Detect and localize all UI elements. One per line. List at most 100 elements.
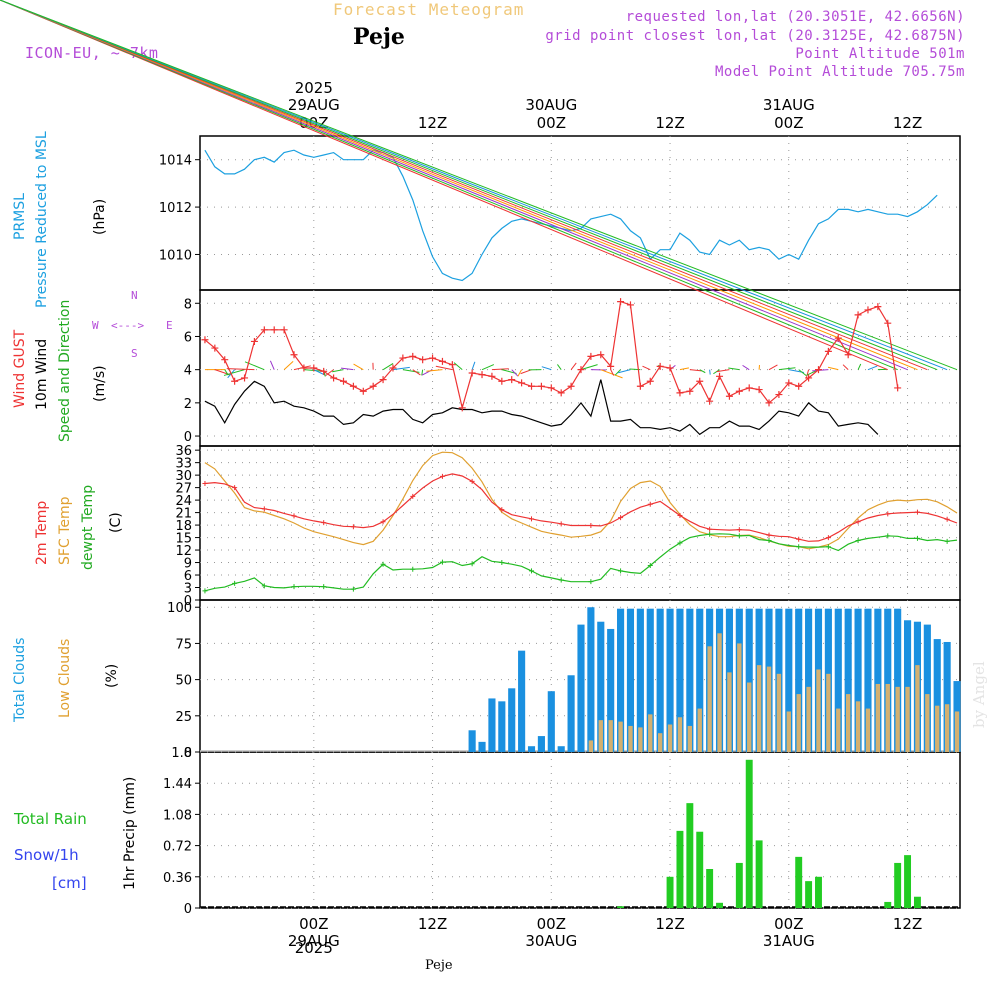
dewpoint-marker	[944, 538, 950, 544]
wind-gust-marker	[468, 369, 476, 377]
requested-coords: requested lon,lat (20.3051E, 42.6656N)	[625, 9, 965, 25]
bottom-hour-label: 00Z	[537, 915, 566, 933]
wind-gust-marker	[528, 382, 536, 390]
temp-2m-marker	[736, 527, 742, 533]
precip-bar	[676, 830, 684, 908]
pressure-line	[204, 149, 938, 282]
wind-direction-arrow	[610, 369, 615, 376]
wind-gust-marker	[686, 387, 694, 395]
wind-gust-marker	[488, 372, 496, 380]
y-tick-label: 33	[175, 457, 192, 472]
dewpoint-marker	[380, 561, 386, 567]
dewpoint-marker	[588, 579, 594, 585]
dewpoint-marker	[618, 568, 624, 574]
wind-gust-marker	[765, 399, 773, 407]
wind-direction-arrow	[0, 0, 908, 371]
wind-direction-arrow	[600, 369, 623, 379]
wind-direction-arrow	[392, 366, 410, 371]
wind-gust-marker	[241, 374, 249, 382]
sfc-temp-line	[204, 451, 958, 550]
wind-gust-marker	[221, 356, 229, 364]
wind-gust-marker	[626, 301, 634, 309]
total-cloud-bar	[903, 620, 912, 752]
wind-gust-marker	[676, 389, 684, 397]
low-cloud-bar	[875, 683, 881, 752]
location-title: Peje	[353, 24, 405, 50]
wind-direction-arrow	[435, 365, 453, 371]
temp-2m-marker	[885, 511, 891, 517]
y-tick-label: 18	[175, 519, 192, 534]
total-cloud-bar	[567, 675, 575, 752]
wind-gust-marker	[874, 303, 882, 311]
precip-bar	[745, 759, 753, 908]
wind-direction-arrow	[716, 369, 730, 373]
low-cloud-bar	[806, 686, 811, 752]
temp-2m-line	[204, 473, 958, 542]
total-cloud-bar	[508, 688, 516, 752]
y-tick-label: 9	[184, 557, 192, 572]
wind-gust-marker	[607, 362, 615, 370]
wind-direction-arrow	[614, 369, 621, 376]
temp-2m-marker	[707, 526, 713, 532]
dewpoint-marker	[855, 537, 861, 543]
precip-bar	[666, 876, 674, 908]
total-cloud-bar	[646, 608, 654, 752]
low-cloud-bar	[954, 711, 960, 752]
wind-gust-marker	[537, 382, 545, 390]
dewpoint-marker	[647, 562, 653, 568]
y-tick-label: 1.8	[171, 746, 192, 761]
temp-2m-marker	[469, 478, 475, 484]
wind-direction-arrow	[713, 369, 720, 375]
temp-2m-marker	[291, 513, 297, 519]
dewpoint-marker	[914, 535, 920, 541]
y-tick-label: 15	[175, 532, 192, 547]
wind-gust-marker	[755, 386, 763, 394]
low-cloud-bar	[707, 646, 712, 752]
total-cloud-bar	[894, 608, 902, 752]
dewpoint-marker	[202, 588, 208, 594]
y-tick-label: 100	[167, 601, 192, 616]
wind-direction-arrow	[842, 364, 849, 371]
y-tick-label: 27	[175, 482, 192, 497]
wind-gust-marker	[369, 382, 377, 390]
wind-direction-arrow	[325, 369, 334, 376]
temp-2m-marker	[766, 532, 772, 538]
low-cloud-bar	[905, 686, 910, 752]
total-rain-label: Total Rain	[14, 810, 87, 828]
wind-direction-arrow	[778, 367, 796, 371]
wind-gust-line	[204, 300, 899, 408]
total-cloud-bar	[518, 650, 526, 752]
wind-direction-arrow	[421, 369, 424, 376]
temp-2m-marker	[439, 473, 445, 479]
low-cloud-bar	[608, 720, 613, 752]
low-cloud-bar	[766, 666, 772, 752]
wind-gust-marker	[330, 374, 338, 382]
y-tick-label: 1014	[159, 154, 192, 169]
dewpoint-marker	[321, 584, 327, 590]
total-cloud-bar	[884, 608, 892, 752]
wind-direction-arrow	[481, 364, 495, 371]
total-cloud-bar	[666, 608, 674, 752]
wind-gust-marker	[320, 367, 328, 375]
wind-gust-marker	[458, 404, 466, 412]
wind-gust-marker	[745, 384, 753, 392]
low-cloud-bar	[846, 694, 851, 752]
y-tick-label: 1012	[159, 201, 192, 216]
y-tick-label: 0.72	[163, 840, 192, 855]
y-tick-label: 3	[184, 582, 192, 597]
point-altitude: Point Altitude 501m	[795, 46, 965, 62]
wind-gust-marker	[864, 306, 872, 314]
precip-bar	[913, 896, 921, 908]
total-cloud-bar	[844, 608, 852, 752]
wind-direction-arrow	[805, 369, 810, 379]
wind-gust-marker	[775, 391, 783, 399]
total-cloud-bar	[795, 608, 803, 752]
wind-gust-marker	[646, 377, 654, 385]
dewpoint-marker	[469, 561, 475, 567]
low-cloud-bar	[796, 694, 801, 752]
total-cloud-bar	[834, 608, 842, 752]
wind-gust-marker	[349, 382, 357, 390]
low-cloud-bar	[776, 673, 782, 752]
dewpoint-marker	[499, 560, 505, 566]
